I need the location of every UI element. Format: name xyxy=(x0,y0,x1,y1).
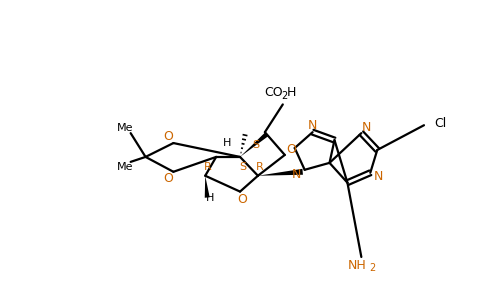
Text: R: R xyxy=(256,162,264,172)
Text: O: O xyxy=(286,143,296,157)
Text: H: H xyxy=(223,138,231,148)
Text: O: O xyxy=(164,172,173,185)
Text: O: O xyxy=(237,193,247,206)
Text: S: S xyxy=(240,162,246,172)
Text: N: N xyxy=(308,119,317,132)
Text: R: R xyxy=(204,162,212,172)
Text: H: H xyxy=(287,86,297,99)
Polygon shape xyxy=(258,169,303,176)
Text: N: N xyxy=(362,121,371,134)
Text: N: N xyxy=(374,170,383,183)
Text: Me: Me xyxy=(117,162,133,172)
Polygon shape xyxy=(240,132,269,157)
Text: CO: CO xyxy=(265,86,283,99)
Text: 2: 2 xyxy=(369,263,376,273)
Text: 2: 2 xyxy=(282,91,288,100)
Text: H: H xyxy=(206,192,215,203)
Text: N: N xyxy=(292,168,301,181)
Text: Me: Me xyxy=(117,123,133,133)
Text: S: S xyxy=(252,140,260,150)
Text: Cl: Cl xyxy=(434,117,446,130)
Text: O: O xyxy=(164,129,173,143)
Text: NH: NH xyxy=(348,259,367,272)
Polygon shape xyxy=(205,176,210,198)
